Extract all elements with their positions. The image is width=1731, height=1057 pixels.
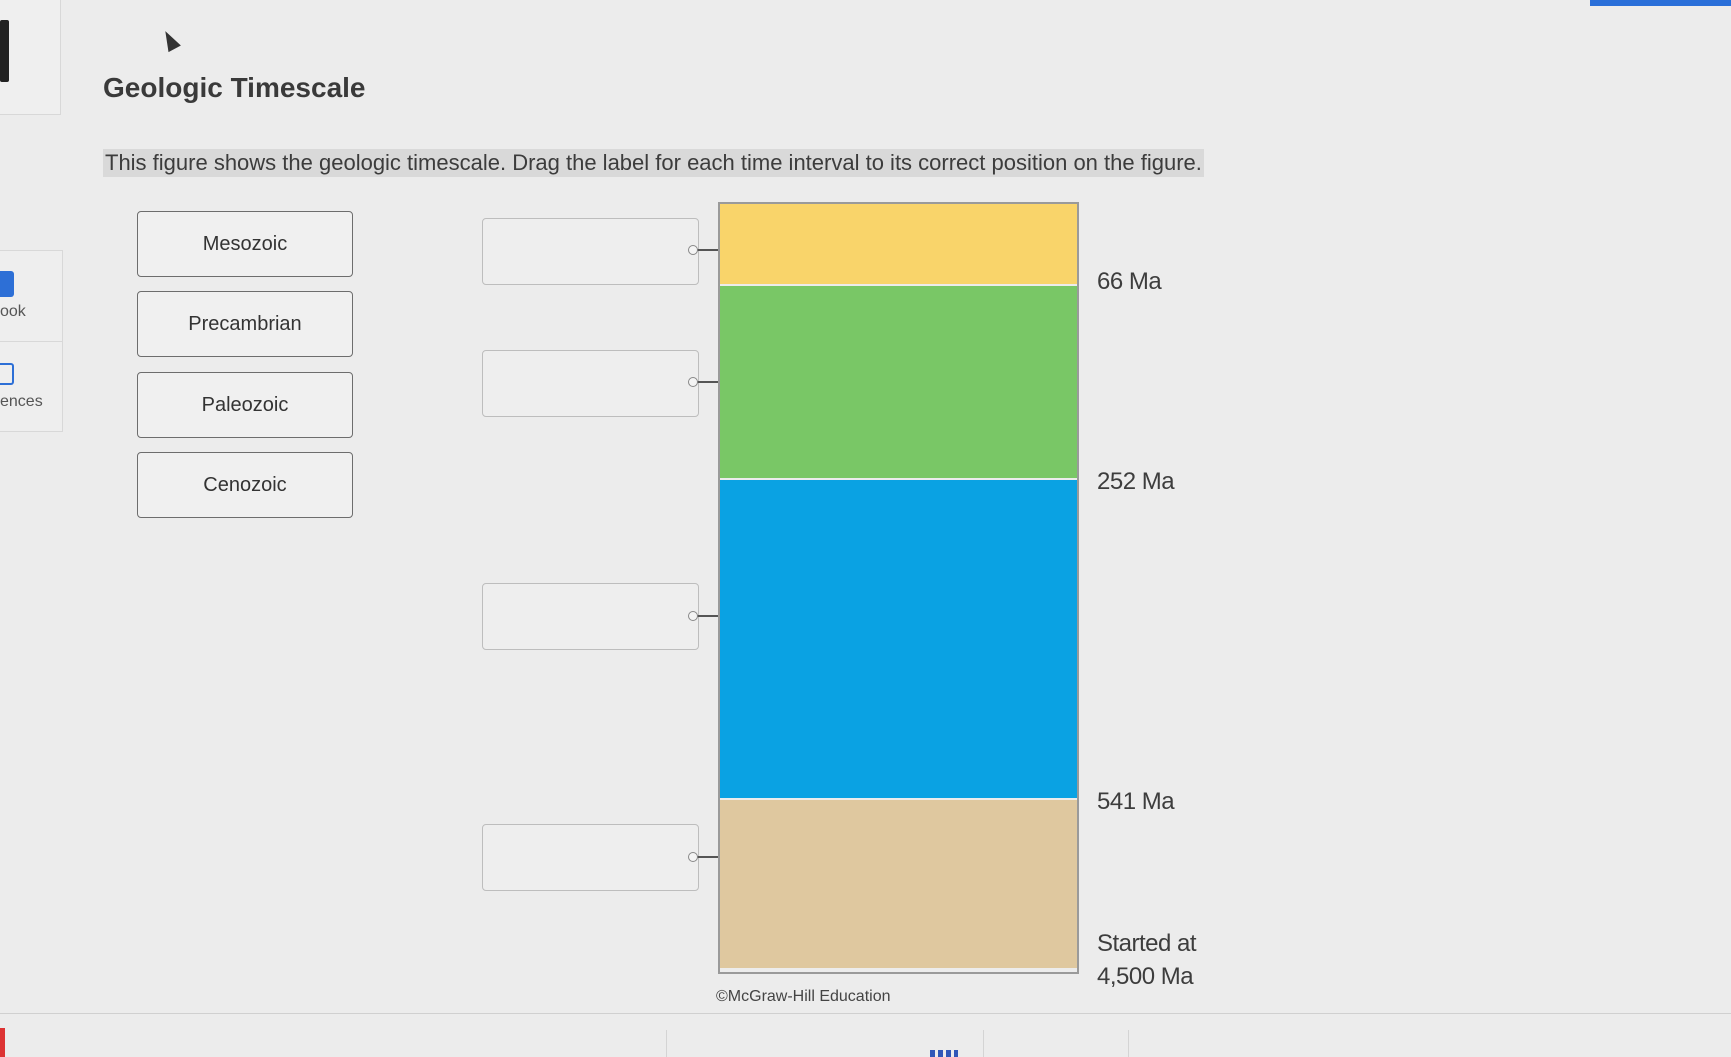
drop-target-4[interactable] — [482, 824, 699, 891]
label-mesozoic[interactable]: Mesozoic — [137, 211, 353, 277]
references-nav[interactable]: ences — [0, 341, 62, 431]
timescale-band-second — [720, 286, 1077, 478]
bottom-red-marker — [0, 1028, 5, 1057]
label-paleozoic[interactable]: Paleozoic — [137, 372, 353, 438]
rail-divider — [0, 341, 62, 342]
timescale-band-top — [720, 204, 1077, 284]
rail-handle-icon[interactable] — [0, 20, 9, 82]
ebook-label: ook — [0, 303, 26, 320]
book-icon — [0, 271, 14, 297]
timescale-band-third — [720, 480, 1077, 798]
page-title: Geologic Timescale — [103, 72, 366, 103]
ebook-nav[interactable]: ook — [0, 251, 62, 341]
start-label-line2: 4,500 Ma — [1097, 963, 1194, 990]
references-label: ences — [0, 393, 43, 410]
label-cenozoic[interactable]: Cenozoic — [137, 452, 353, 518]
drop-target-1[interactable] — [482, 218, 699, 285]
connector-dot-2 — [688, 377, 698, 387]
question-instruction: This figure shows the geologic timescale… — [103, 149, 1204, 177]
bottom-separator — [983, 1030, 984, 1057]
rail-tools: ook ences — [0, 250, 63, 432]
label-precambrian[interactable]: Precambrian — [137, 291, 353, 357]
connector-dot-4 — [688, 852, 698, 862]
top-accent-strip — [1590, 0, 1731, 6]
rail-top-panel — [0, 0, 61, 115]
boundary-label-252: 252 Ma — [1097, 468, 1175, 495]
figure-credit: ©McGraw-Hill Education — [716, 988, 891, 1005]
drop-target-2[interactable] — [482, 350, 699, 417]
mouse-cursor-icon — [159, 27, 181, 53]
timescale-outline — [718, 202, 1079, 974]
bottom-divider — [0, 1013, 1731, 1014]
references-icon — [0, 363, 14, 385]
left-rail: ook ences — [0, 0, 63, 432]
timescale-band-bottom — [720, 800, 1077, 968]
bottom-separator — [666, 1030, 667, 1057]
boundary-label-541: 541 Ma — [1097, 788, 1175, 815]
drop-target-3[interactable] — [482, 583, 699, 650]
bottom-separator — [1128, 1030, 1129, 1057]
connector-dot-1 — [688, 245, 698, 255]
connector-dot-3 — [688, 611, 698, 621]
pager-grid-icon[interactable] — [930, 1050, 958, 1057]
boundary-label-66: 66 Ma — [1097, 268, 1162, 295]
start-label-line1: Started at — [1097, 930, 1197, 957]
